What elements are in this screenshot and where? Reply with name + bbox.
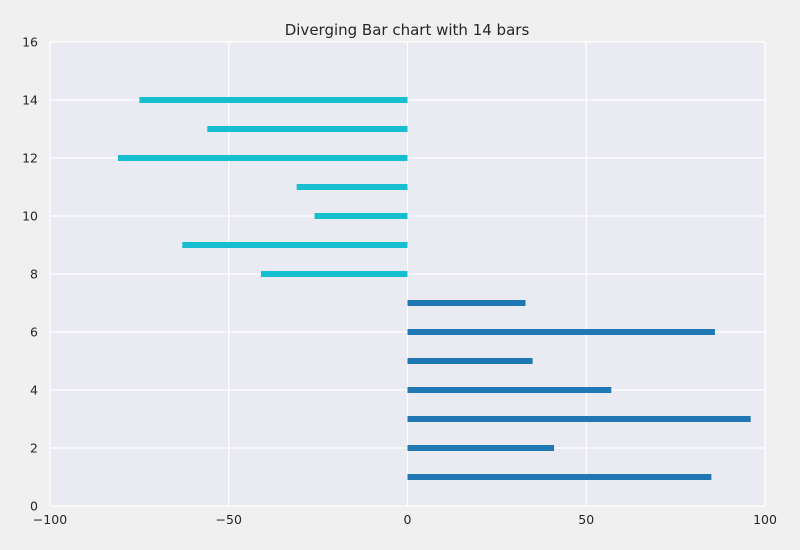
x-tick-label: 100 [753, 512, 777, 527]
bar-1 [407, 474, 712, 480]
y-tick-label: 14 [22, 93, 38, 108]
bars [117, 97, 751, 480]
y-tick-label: 16 [22, 35, 38, 50]
y-tick-label: 10 [22, 209, 38, 224]
bar-5 [407, 358, 533, 364]
x-tick-label: −50 [216, 512, 242, 527]
y-tick-label: 0 [30, 499, 38, 514]
bar-6 [407, 329, 715, 335]
y-axis: 0 2 4 6 8 10 12 14 16 [22, 35, 38, 514]
y-tick-label: 12 [22, 151, 38, 166]
x-tick-label: 0 [404, 512, 412, 527]
bar-2 [407, 445, 555, 451]
y-tick-label: 8 [30, 267, 38, 282]
bar-13 [207, 126, 408, 132]
x-axis: −100 −50 0 50 100 [33, 512, 777, 527]
bar-11 [296, 184, 408, 190]
chart-title: Diverging Bar chart with 14 bars [285, 21, 530, 39]
x-tick-label: −100 [33, 512, 67, 527]
y-tick-label: 2 [30, 441, 38, 456]
y-tick-label: 4 [30, 383, 38, 398]
bar-9 [182, 242, 408, 248]
bar-14 [139, 97, 408, 103]
bar-7 [407, 300, 526, 306]
bar-8 [260, 271, 408, 277]
bar-10 [314, 213, 408, 219]
bar-3 [407, 416, 751, 422]
x-tick-label: 50 [578, 512, 594, 527]
y-tick-label: 6 [30, 325, 38, 340]
bar-4 [407, 387, 612, 393]
bar-12 [117, 155, 408, 161]
